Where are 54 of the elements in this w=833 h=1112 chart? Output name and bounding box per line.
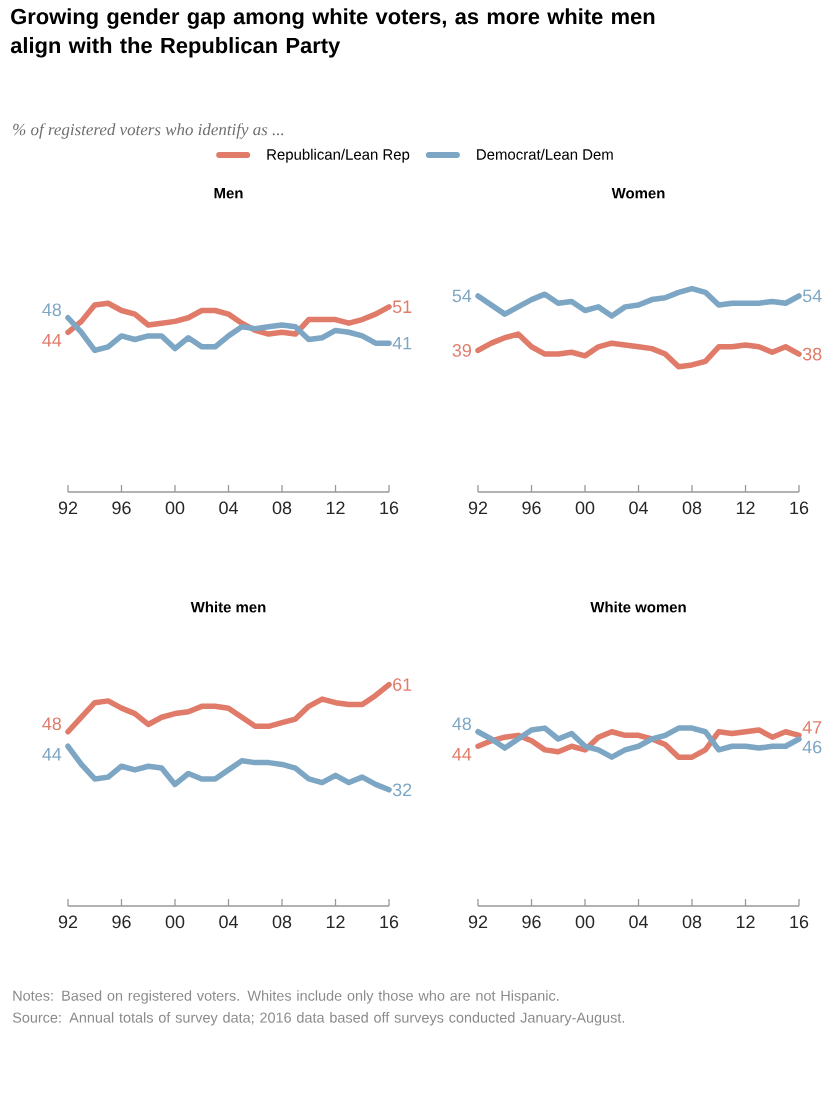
chart-title: Women <box>611 188 665 199</box>
x-tick-label: 96 <box>522 501 541 515</box>
data-label: 47 <box>802 721 822 734</box>
x-tick-label: 04 <box>219 915 238 929</box>
x-tick-label: 00 <box>575 915 595 929</box>
x-tick-label: 04 <box>219 501 238 515</box>
x-tick-label: 12 <box>736 915 755 929</box>
x-tick-label: 92 <box>468 915 488 929</box>
x-tick-label: 16 <box>790 501 809 515</box>
x-tick-label: 92 <box>468 501 488 515</box>
x-tick-label: 16 <box>380 501 399 515</box>
data-label: 61 <box>393 678 412 691</box>
x-tick-label: 96 <box>112 915 131 929</box>
data-label: 38 <box>802 347 822 361</box>
data-label: 41 <box>392 336 412 350</box>
x-tick-label: 92 <box>58 501 78 515</box>
data-label: 48 <box>42 717 62 731</box>
x-tick-label: 96 <box>112 501 131 515</box>
legend-label: Democrat/Lean Dem <box>477 148 613 160</box>
text: % of registered voters who identify as ... <box>13 123 284 139</box>
text: Notes: Based on registered voters. Whites include only those who are not Hispanic. <box>13 990 559 1004</box>
x-tick-label: 12 <box>736 501 755 515</box>
data-label: 32 <box>392 783 412 797</box>
x-tick-label: 08 <box>272 501 292 515</box>
chart-title: White women <box>590 601 686 613</box>
x-tick-label: 08 <box>682 915 702 929</box>
x-tick-label: 08 <box>272 915 292 929</box>
data-label: 46 <box>802 740 822 754</box>
data-label: 48 <box>452 717 472 731</box>
data-label: 54 <box>452 289 472 303</box>
x-tick-label: 00 <box>165 501 185 515</box>
x-tick-label: 08 <box>682 501 702 515</box>
chart-title: White men <box>190 601 266 613</box>
x-tick-label: 04 <box>629 915 648 929</box>
x-tick-label: 04 <box>629 501 648 515</box>
data-label: 44 <box>42 748 62 761</box>
data-label: 51 <box>392 300 412 314</box>
x-tick-label: 00 <box>165 915 185 929</box>
text: Growing gender gap among white voters, as more white men align with the Republican Party <box>10 8 655 58</box>
data-label: 54 <box>802 289 822 303</box>
data-label: 48 <box>42 303 62 317</box>
legend-label: Republican/Lean Rep <box>267 148 410 163</box>
data-label: 44 <box>42 334 62 347</box>
chart-title: Men <box>214 188 243 199</box>
data-label: 39 <box>452 344 471 357</box>
x-tick-label: 92 <box>58 915 78 929</box>
data-label: 44 <box>452 748 472 761</box>
source-note: Source: Annual totals of survey data; 2016 data based off surveys conducted January-August. <box>12 1012 625 1026</box>
x-tick-label: 12 <box>326 915 345 929</box>
x-tick-label: 96 <box>522 915 541 929</box>
x-tick-label: 16 <box>790 915 809 929</box>
x-tick-label: 00 <box>575 501 595 515</box>
x-tick-label: 12 <box>326 501 345 515</box>
x-tick-label: 16 <box>380 915 399 929</box>
